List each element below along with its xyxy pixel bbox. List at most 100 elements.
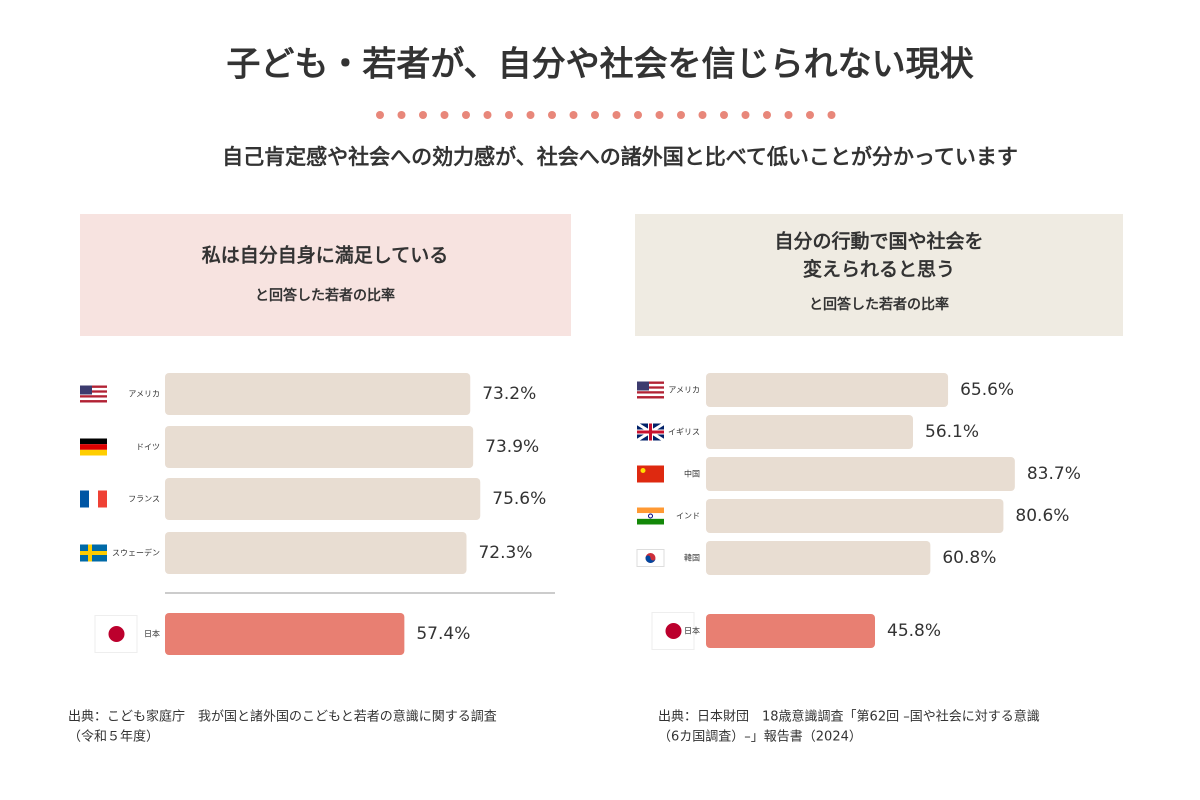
flag <box>636 422 665 442</box>
flag-part <box>80 490 89 508</box>
bar <box>706 415 914 449</box>
flag-part <box>637 383 664 387</box>
flag-part <box>637 507 664 514</box>
source-note: 出典：こども家庭庁 我が国と諸外国のこどもと若者の意識に関する調査 <box>68 709 497 725</box>
flag-part <box>637 381 664 384</box>
value-label: 75.6% <box>492 489 546 509</box>
chart-title: 私は自分自身に満足している <box>202 244 448 267</box>
bar <box>165 426 474 468</box>
flag-part <box>637 518 664 525</box>
flag-part <box>80 449 107 456</box>
value-label: 65.6% <box>960 380 1014 400</box>
bar <box>706 457 1015 491</box>
flag-part <box>80 385 107 388</box>
flag <box>94 615 138 653</box>
page-subtitle: 自己肯定感や社会への効力感が、社会への諸外国と比べて低いことが分かっています <box>222 145 1018 169</box>
flag <box>637 465 664 483</box>
page-title: 子ども・若者が、自分や社会を信じられない現状 <box>226 45 974 85</box>
dot <box>741 111 750 119</box>
flag-part <box>80 397 107 401</box>
flag-part <box>98 490 107 508</box>
value-label: 73.9% <box>485 437 539 457</box>
bar <box>706 499 1004 533</box>
dot <box>397 111 406 119</box>
flag-part <box>80 400 107 403</box>
dot <box>505 111 513 119</box>
bar <box>165 373 471 415</box>
flag <box>80 438 107 456</box>
flag-part <box>645 555 656 563</box>
flag-part <box>637 386 664 389</box>
flag-part <box>648 513 653 519</box>
value-label: 72.3% <box>478 543 532 563</box>
flag-part <box>640 468 646 473</box>
chart-title: 自分の行動で国や社会を <box>774 230 983 253</box>
dot <box>827 111 836 119</box>
flag-part <box>80 385 92 395</box>
dot <box>440 111 449 119</box>
divider <box>376 111 836 119</box>
bar <box>165 478 481 520</box>
dot <box>634 111 642 119</box>
chart-subtitle: と回答した若者の比率 <box>809 296 949 313</box>
flag-part <box>637 391 664 394</box>
chart-title: 変えられると思う <box>803 258 955 281</box>
category-label: フランス <box>128 495 160 504</box>
dot <box>526 111 535 119</box>
value-label: 83.7% <box>1027 464 1081 484</box>
dot <box>569 111 578 119</box>
flag-part <box>637 393 664 397</box>
flag-part <box>80 551 107 555</box>
dot <box>419 111 427 119</box>
flag <box>80 544 107 562</box>
dot <box>655 111 664 119</box>
dot <box>612 111 621 119</box>
dot <box>806 111 814 119</box>
flag-part <box>80 438 107 445</box>
dot <box>548 111 556 119</box>
dot <box>376 111 384 119</box>
flag-part <box>80 390 107 393</box>
flag-part <box>637 430 664 434</box>
value-label: 73.2% <box>482 384 536 404</box>
value-label: 80.6% <box>1015 506 1069 526</box>
dot <box>591 111 599 119</box>
flag-part <box>80 387 107 391</box>
value-label: 60.8% <box>942 548 996 568</box>
source-note: 出典：日本財団 18歳意識調査「第62回 –国や社会に対する意識 <box>658 709 1040 725</box>
source-note: （令和５年度） <box>68 729 159 745</box>
flag-part <box>80 444 107 450</box>
flag-part <box>80 395 107 398</box>
dot <box>784 111 793 119</box>
flag-part <box>637 388 664 392</box>
dot <box>698 111 707 119</box>
dot <box>677 111 685 119</box>
dot <box>462 111 470 119</box>
bar <box>706 373 949 407</box>
bar <box>165 532 467 574</box>
category-label: アメリカ <box>128 390 160 399</box>
flag-part <box>637 396 664 399</box>
flag <box>637 507 664 525</box>
category-label: 日本 <box>684 626 700 636</box>
category-label: スウェーデン <box>112 548 160 558</box>
value-label: 45.8% <box>887 621 941 641</box>
flag-part <box>89 490 98 508</box>
flag-part <box>637 465 664 483</box>
category-label: イギリス <box>668 428 700 437</box>
value-label: 57.4% <box>416 624 470 644</box>
category-label: アメリカ <box>668 386 700 395</box>
panel-header <box>80 214 571 336</box>
bar <box>165 613 405 655</box>
flag-part <box>637 513 664 519</box>
flag <box>636 549 665 567</box>
flag <box>637 381 664 399</box>
panel-header <box>635 214 1123 336</box>
flag-part <box>80 392 107 396</box>
dot <box>483 111 492 119</box>
flag <box>80 385 107 403</box>
category-label: インド <box>676 512 700 521</box>
category-label: 中国 <box>684 469 700 479</box>
category-label: ドイツ <box>136 443 160 452</box>
category-label: 韓国 <box>684 553 700 563</box>
